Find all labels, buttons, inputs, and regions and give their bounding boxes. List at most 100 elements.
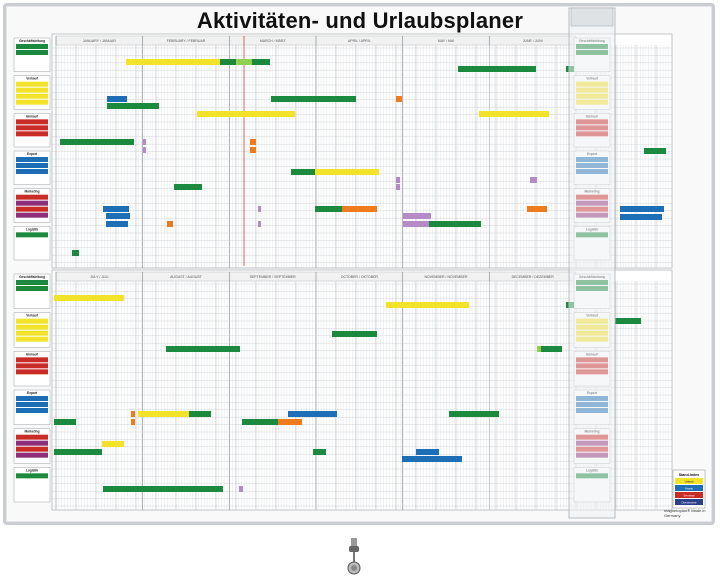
name-strip [16, 232, 48, 238]
month-label: MARCH / MÄRZ [260, 39, 287, 43]
plan-bar-green [541, 346, 562, 352]
plan-bar-lilac [530, 177, 537, 183]
legend-swatch [675, 478, 703, 484]
month-label: AUGUST / AUGUST [170, 275, 203, 279]
name-strip [16, 87, 48, 93]
month-label: APRIL / APRIL [348, 39, 371, 43]
plan-bar-green [429, 221, 481, 227]
month-label: NOVEMBER / NOVEMBER [425, 275, 468, 279]
group-name: Geschäftsleitung [19, 275, 45, 279]
group-name: Verkauf [26, 314, 38, 318]
group-name: Einkauf [26, 352, 38, 356]
group-name: Geschäftsleitung [19, 39, 45, 43]
group-card: Geschäftsleitung [13, 37, 51, 72]
marker-pen-icon[interactable] [346, 538, 362, 578]
board-title: Aktivitäten- und Urlaubsplaner [196, 8, 524, 33]
name-strip [16, 440, 48, 446]
name-strip [16, 324, 48, 330]
name-strip [16, 396, 48, 401]
name-strip [16, 402, 48, 407]
name-strip [16, 452, 48, 458]
plan-bar-orange [167, 221, 173, 227]
plan-bar-orange [250, 147, 256, 153]
name-strip [16, 330, 48, 336]
group-name: Verkauf [26, 77, 38, 81]
plan-bar-blue [106, 213, 130, 219]
name-strip [16, 163, 48, 168]
plan-bar-lilac [403, 221, 429, 227]
group-card: Verkauf [13, 75, 51, 110]
plan-bar-green [174, 184, 202, 190]
brand-label: magnetoplan® Made in Germany [664, 508, 706, 518]
plan-bar-orange [527, 206, 547, 212]
group-name: Export [27, 391, 38, 395]
plan-bar-green [103, 486, 223, 492]
name-strip [16, 194, 48, 200]
plan-bar-lime [236, 59, 252, 65]
group-name: Marketing [24, 190, 39, 194]
name-strip [16, 212, 48, 218]
plan-bar-lilac [396, 177, 400, 183]
legend-title: Stand-Index [679, 473, 700, 477]
name-strip [16, 363, 48, 369]
plan-bar-lilac [143, 139, 146, 145]
plan-bar-green [291, 169, 315, 175]
plan-bar-orange [396, 96, 402, 102]
plan-bar-lilac [143, 147, 146, 153]
plan-bar-lilac [396, 184, 400, 190]
group-card: Logistik [13, 467, 51, 503]
group-name: Logistik [26, 227, 38, 231]
plan-bar-blue [107, 96, 127, 102]
name-strip [16, 408, 48, 413]
plan-bar-yellow [126, 59, 220, 65]
name-strip [16, 286, 48, 291]
name-strip [16, 434, 48, 440]
plan-bar-green [72, 250, 79, 256]
name-strip [16, 318, 48, 324]
group-name: Export [27, 152, 38, 156]
plan-bar-green [449, 411, 499, 417]
name-strip [16, 157, 48, 162]
plan-bar-green [332, 331, 377, 337]
name-strip [16, 446, 48, 452]
group-card: Export [13, 150, 51, 185]
group-card: Geschäftsleitung [13, 273, 51, 309]
plan-bar-orange [342, 206, 377, 212]
plan-bar-green [271, 96, 356, 102]
name-strip [16, 357, 48, 363]
plan-bar-green [644, 148, 666, 154]
plan-bar-lilac [239, 486, 243, 492]
month-label: FEBRUARY / FEBRUAR [167, 39, 206, 43]
plan-bar-blue [416, 449, 439, 455]
plan-bar-green [60, 139, 134, 145]
plan-bar-blue [106, 221, 128, 227]
plan-bar-green [252, 59, 270, 65]
name-strip [16, 50, 48, 55]
legend-entry: Krank [685, 487, 693, 491]
name-strip [16, 125, 48, 131]
plan-bar-green [242, 419, 278, 425]
name-strip [16, 206, 48, 212]
name-strip [16, 93, 48, 99]
plan-bar-green [54, 449, 102, 455]
legend-swatch [675, 499, 703, 505]
group-card: Marketing [13, 188, 51, 223]
group-card: Einkauf [13, 113, 51, 148]
month-label: JULY / JULI [90, 275, 108, 279]
plan-bar-green [220, 59, 236, 65]
plan-bar-blue [620, 214, 662, 220]
plan-bar-green [166, 346, 240, 352]
plan-bar-yellow [138, 411, 189, 417]
group-card: Export [13, 389, 51, 425]
month-label: JANUARY / JANUAR [83, 39, 117, 43]
group-card: Verkauf [13, 312, 51, 348]
plan-bar-yellow [197, 111, 295, 117]
group-card: Marketing [13, 428, 51, 464]
name-strip [16, 99, 48, 105]
name-strip [16, 81, 48, 87]
name-strip [16, 280, 48, 285]
legend-entry: Seminar [683, 494, 694, 498]
name-strip [16, 200, 48, 206]
plan-bar-lilac [258, 206, 261, 212]
plan-bar-green [458, 66, 536, 72]
